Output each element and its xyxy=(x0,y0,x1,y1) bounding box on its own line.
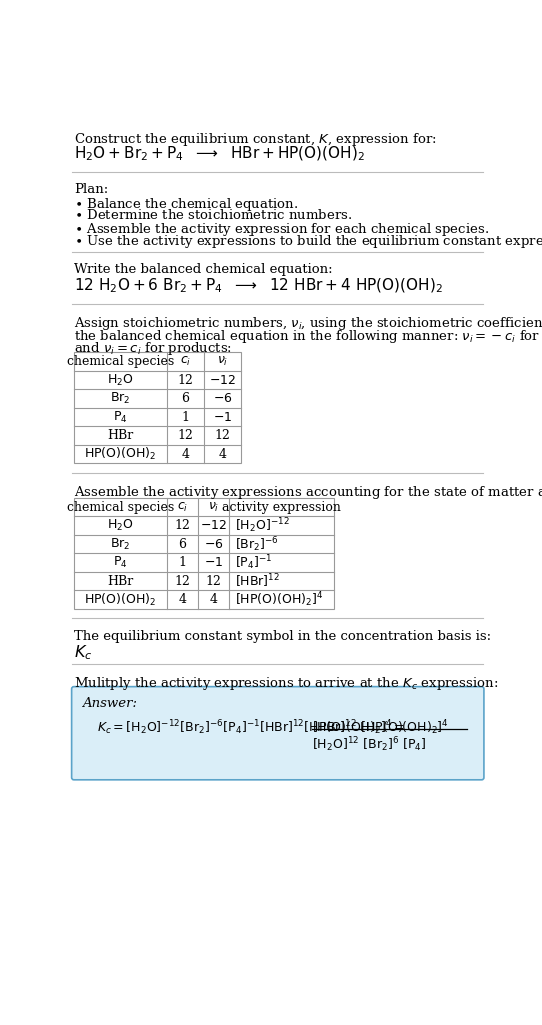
Text: 12: 12 xyxy=(215,429,231,442)
Text: chemical species: chemical species xyxy=(67,356,174,368)
Text: $-6$: $-6$ xyxy=(204,538,223,550)
Text: $\mathrm{P_4}$: $\mathrm{P_4}$ xyxy=(113,410,128,424)
Text: $K_c = [\mathrm{H_2O}]^{-12}[\mathrm{Br_2}]^{-6}[\mathrm{P_4}]^{-1}[\mathrm{HBr}: $K_c = [\mathrm{H_2O}]^{-12}[\mathrm{Br_… xyxy=(97,719,405,737)
Text: Mulitply the activity expressions to arrive at the $K_c$ expression:: Mulitply the activity expressions to arr… xyxy=(74,675,498,692)
Text: $[\mathrm{HP(O)(OH)_2}]^{4}$: $[\mathrm{HP(O)(OH)_2}]^{4}$ xyxy=(235,590,324,609)
Text: $K_c$: $K_c$ xyxy=(74,644,92,662)
Text: 4: 4 xyxy=(219,448,227,460)
Text: $[\mathrm{Br_2}]^{-6}$: $[\mathrm{Br_2}]^{-6}$ xyxy=(235,535,279,554)
Text: $[\mathrm{HBr}]^{12}\ [\mathrm{HP(O)(OH)_2}]^{4}$: $[\mathrm{HBr}]^{12}\ [\mathrm{HP(O)(OH)… xyxy=(312,719,449,737)
Bar xyxy=(74,353,241,463)
Text: $\bullet$ Assemble the activity expression for each chemical species.: $\bullet$ Assemble the activity expressi… xyxy=(74,220,489,238)
Text: $-12$: $-12$ xyxy=(200,520,227,532)
Bar xyxy=(74,498,333,609)
Text: Assemble the activity expressions accounting for the state of matter and $\nu_i$: Assemble the activity expressions accoun… xyxy=(74,484,542,501)
Text: 12: 12 xyxy=(175,575,190,587)
Text: $\bullet$ Balance the chemical equation.: $\bullet$ Balance the chemical equation. xyxy=(74,196,298,213)
Text: $-1$: $-1$ xyxy=(213,411,233,423)
Text: $c_i$: $c_i$ xyxy=(177,500,188,514)
Text: $-6$: $-6$ xyxy=(213,393,233,405)
FancyBboxPatch shape xyxy=(72,687,484,780)
Text: $c_i$: $c_i$ xyxy=(180,355,191,368)
Text: $[\mathrm{HBr}]^{12}$: $[\mathrm{HBr}]^{12}$ xyxy=(235,572,280,590)
Text: 6: 6 xyxy=(182,393,190,405)
Text: $\mathrm{H_2O}$: $\mathrm{H_2O}$ xyxy=(107,373,134,387)
Text: $\bullet$ Determine the stoichiometric numbers.: $\bullet$ Determine the stoichiometric n… xyxy=(74,208,352,222)
Text: 12: 12 xyxy=(175,520,190,532)
Text: $[\mathrm{H_2O}]^{12}\ [\mathrm{Br_2}]^{6}\ [\mathrm{P_4}]$: $[\mathrm{H_2O}]^{12}\ [\mathrm{Br_2}]^{… xyxy=(312,735,427,753)
Text: HBr: HBr xyxy=(107,575,133,587)
Text: 12: 12 xyxy=(178,374,193,386)
Text: 4: 4 xyxy=(182,448,190,460)
Text: 12: 12 xyxy=(205,575,221,587)
Text: $-1$: $-1$ xyxy=(204,557,223,569)
Text: $\mathrm{Br_2}$: $\mathrm{Br_2}$ xyxy=(110,392,131,406)
Text: Answer:: Answer: xyxy=(82,697,137,709)
Text: Construct the equilibrium constant, $K$, expression for:: Construct the equilibrium constant, $K$,… xyxy=(74,131,437,148)
Text: 4: 4 xyxy=(209,593,217,606)
Text: The equilibrium constant symbol in the concentration basis is:: The equilibrium constant symbol in the c… xyxy=(74,629,491,643)
Text: 12: 12 xyxy=(178,429,193,442)
Text: HBr: HBr xyxy=(107,429,133,442)
Text: $\mathrm{H_2O + Br_2 + P_4}$  $\longrightarrow$  $\mathrm{HBr + HP(O)(OH)_2}$: $\mathrm{H_2O + Br_2 + P_4}$ $\longright… xyxy=(74,145,365,163)
Text: 4: 4 xyxy=(178,593,186,606)
Text: activity expression: activity expression xyxy=(222,501,341,514)
Text: $\mathrm{Br_2}$: $\mathrm{Br_2}$ xyxy=(110,537,131,551)
Text: the balanced chemical equation in the following manner: $\nu_i = -c_i$ for react: the balanced chemical equation in the fo… xyxy=(74,328,542,344)
Text: chemical species: chemical species xyxy=(67,501,174,514)
Text: 1: 1 xyxy=(182,411,190,423)
Text: 6: 6 xyxy=(178,538,186,550)
Text: Write the balanced chemical equation:: Write the balanced chemical equation: xyxy=(74,263,333,276)
Text: $\nu_i$: $\nu_i$ xyxy=(208,500,219,514)
Text: $[\mathrm{P_4}]^{-1}$: $[\mathrm{P_4}]^{-1}$ xyxy=(235,554,273,572)
Text: Assign stoichiometric numbers, $\nu_i$, using the stoichiometric coefficients, $: Assign stoichiometric numbers, $\nu_i$, … xyxy=(74,316,542,332)
Text: and $\nu_i = c_i$ for products:: and $\nu_i = c_i$ for products: xyxy=(74,340,232,357)
Text: $-12$: $-12$ xyxy=(209,374,236,386)
Text: $\mathrm{H_2O}$: $\mathrm{H_2O}$ xyxy=(107,519,134,533)
Text: $\nu_i$: $\nu_i$ xyxy=(217,355,228,368)
Text: $[\mathrm{H_2O}]^{-12}$: $[\mathrm{H_2O}]^{-12}$ xyxy=(235,517,290,535)
Text: $\mathrm{P_4}$: $\mathrm{P_4}$ xyxy=(113,556,128,570)
Text: $\mathrm{HP(O)(OH)_2}$: $\mathrm{HP(O)(OH)_2}$ xyxy=(85,446,157,462)
Text: $\mathrm{HP(O)(OH)_2}$: $\mathrm{HP(O)(OH)_2}$ xyxy=(85,591,157,608)
Text: $\mathrm{12\ H_2O + 6\ Br_2 + P_4}$  $\longrightarrow$  $\mathrm{12\ HBr + 4\ HP: $\mathrm{12\ H_2O + 6\ Br_2 + P_4}$ $\lo… xyxy=(74,277,443,295)
Text: 1: 1 xyxy=(178,557,186,569)
Text: Plan:: Plan: xyxy=(74,183,108,196)
Text: $\bullet$ Use the activity expressions to build the equilibrium constant express: $\bullet$ Use the activity expressions t… xyxy=(74,233,542,250)
